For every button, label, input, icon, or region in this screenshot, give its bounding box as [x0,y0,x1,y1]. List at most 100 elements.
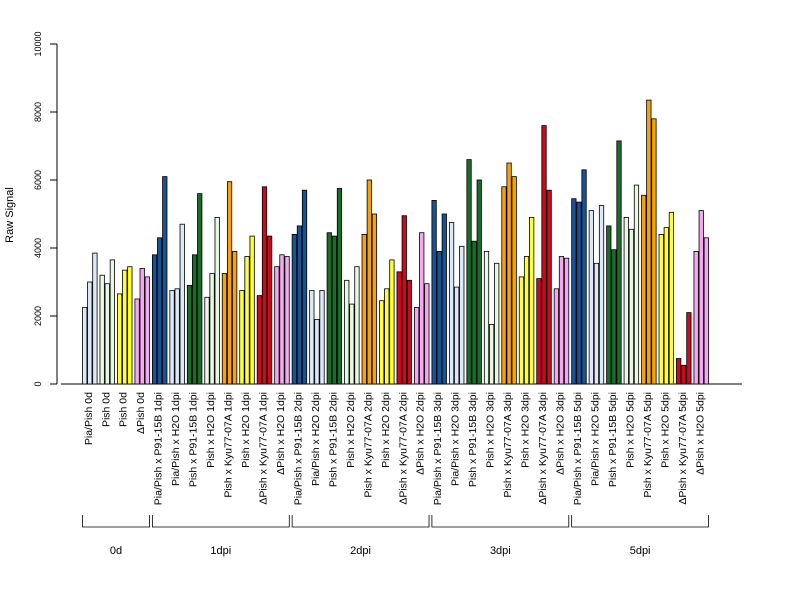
bar [117,293,123,385]
bar [553,288,559,385]
bar [109,259,115,385]
bar [693,250,699,385]
bar [448,222,455,385]
category-label: Pish x P91-15B 1dpi [188,392,200,487]
category-label: Pia/Pish 0d [83,392,95,445]
bar [162,176,168,385]
bar [87,281,93,385]
category-label: Pish x P91-15B 2dpi [327,392,339,487]
category-label: Pish x P91-15B 5dpi [607,392,619,487]
bar [99,274,105,385]
category-label: Pia/Pish x P91-15B 2dpi [292,392,304,505]
category-label: ΔPish x H2O 2dpi [415,392,427,475]
bar [436,250,442,385]
category-label: Pia/Pish x P91-15B 3dpi [432,392,444,505]
bar [536,278,542,385]
category-label: ΔPish x H2O 5dpi [694,392,706,475]
bar [501,186,507,385]
bar [703,237,709,385]
bar [104,283,110,385]
category-label: Pish x H2O 3dpi [520,392,532,468]
bar [598,205,605,385]
bar [274,266,280,385]
bar [489,324,495,385]
bar [686,312,692,385]
category-label: Pia/Pish x H2O 5dpi [589,392,601,486]
category-label: Pia/Pish x P91-15B 5dpi [572,392,584,505]
bar [371,213,378,385]
category-label: ΔPish x Kyu77-07A 5dpi [677,392,689,505]
bar [192,254,198,385]
bar [563,257,570,385]
bar [344,279,350,385]
bar [309,290,315,385]
bar [384,288,390,385]
bar [476,179,482,385]
category-labels: Pia/Pish 0d Pish 0d Pish 0d ΔPish 0d Pia/Pis… [83,392,706,505]
y-tick-label: 0 [33,381,43,386]
bar [471,240,477,385]
bar [232,250,238,385]
category-label: Pia/Pish x P91-15B 1dpi [153,392,165,505]
bar [546,189,552,385]
bar [698,210,704,385]
bar [641,194,647,385]
bar [204,296,210,385]
bar [266,235,273,385]
bar [633,184,640,385]
bar [249,235,255,385]
bar [296,225,303,385]
bar [314,318,320,385]
bar [336,188,343,385]
bar [197,193,203,385]
bar [494,262,500,385]
bar [646,99,652,385]
y-tick-label: 10000 [33,31,43,56]
bar [144,276,150,385]
bar [139,267,145,385]
bar [214,216,220,385]
bar [506,162,512,385]
bar [326,232,332,385]
group-bracket [291,515,430,528]
bar [593,262,600,385]
category-label: ΔPish x H2O 3dpi [554,392,566,475]
category-label: Pish x Kyu77-07A 1dpi [223,392,235,498]
bar [651,118,657,385]
bar [431,199,437,385]
bar [179,223,185,385]
y-axis-title: Raw Signal [4,187,16,243]
bar [518,276,525,385]
bars [82,99,709,385]
category-label: ΔPish x H2O 1dpi [275,392,287,475]
group-label: 5dpi [630,545,651,557]
bar [319,290,325,385]
bar [401,215,407,385]
bar [209,273,215,385]
bar [221,273,228,385]
bar [226,181,233,385]
group-label: 2dpi [350,545,371,557]
group-label: 0d [110,545,122,557]
bar [291,233,297,385]
y-tick-label: 8000 [33,102,43,122]
bar [361,233,367,385]
bar [279,254,285,385]
bar [576,201,582,385]
bar [244,256,250,385]
category-label: Pish x H2O 1dpi [240,392,252,468]
category-label: ΔPish 0d [135,392,147,434]
bar [134,298,140,385]
bar [523,256,530,385]
y-axis: 0 2000 4000 6000 8000 10000 [33,31,58,387]
bar [663,227,669,385]
bar [379,300,385,385]
bar [349,303,355,385]
bar [558,256,565,385]
bar [92,252,98,385]
bar [151,254,158,385]
bar [628,228,634,385]
category-label: Pish x H2O 1dpi [205,392,217,468]
bar [588,210,594,385]
bar [541,125,547,385]
